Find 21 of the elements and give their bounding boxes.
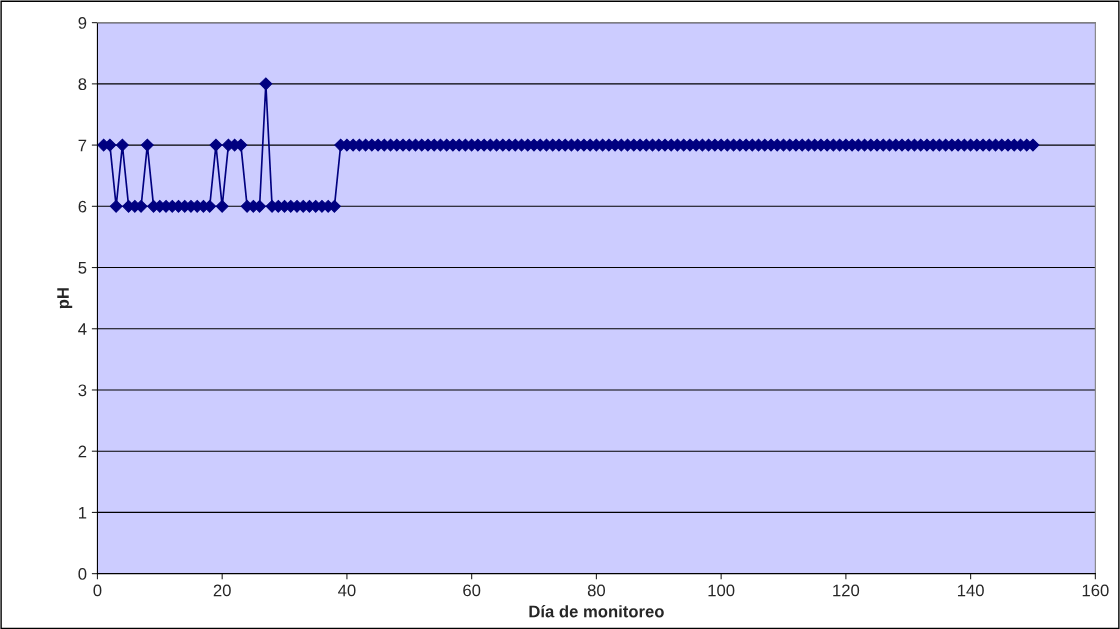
y-tick-label: 6	[78, 200, 87, 213]
y-tick-label: 3	[78, 384, 87, 397]
x-tick-label: 60	[463, 584, 481, 597]
y-tick-label: 0	[78, 568, 87, 580]
y-tick-label: 7	[78, 139, 87, 152]
x-tick-label: 160	[1082, 584, 1109, 597]
x-axis-title: Día de monitoreo	[529, 605, 664, 618]
y-tick-label: 1	[79, 507, 87, 519]
x-tick-label: 40	[338, 584, 356, 597]
y-tick-label: 4	[78, 323, 87, 335]
y-axis-title: pH	[57, 288, 73, 309]
x-tick-label: 120	[833, 584, 860, 597]
x-tick-label: 140	[957, 584, 984, 597]
y-tick-label: 8	[78, 78, 87, 91]
x-tick-label: 100	[708, 584, 735, 597]
y-tick-label: 2	[78, 445, 87, 458]
y-tick-label: 9	[78, 17, 87, 29]
y-tick-label: 5	[78, 262, 87, 274]
x-tick-label: 0	[93, 584, 102, 597]
x-tick-label: 20	[213, 584, 231, 597]
x-tick-label: 80	[587, 584, 606, 597]
